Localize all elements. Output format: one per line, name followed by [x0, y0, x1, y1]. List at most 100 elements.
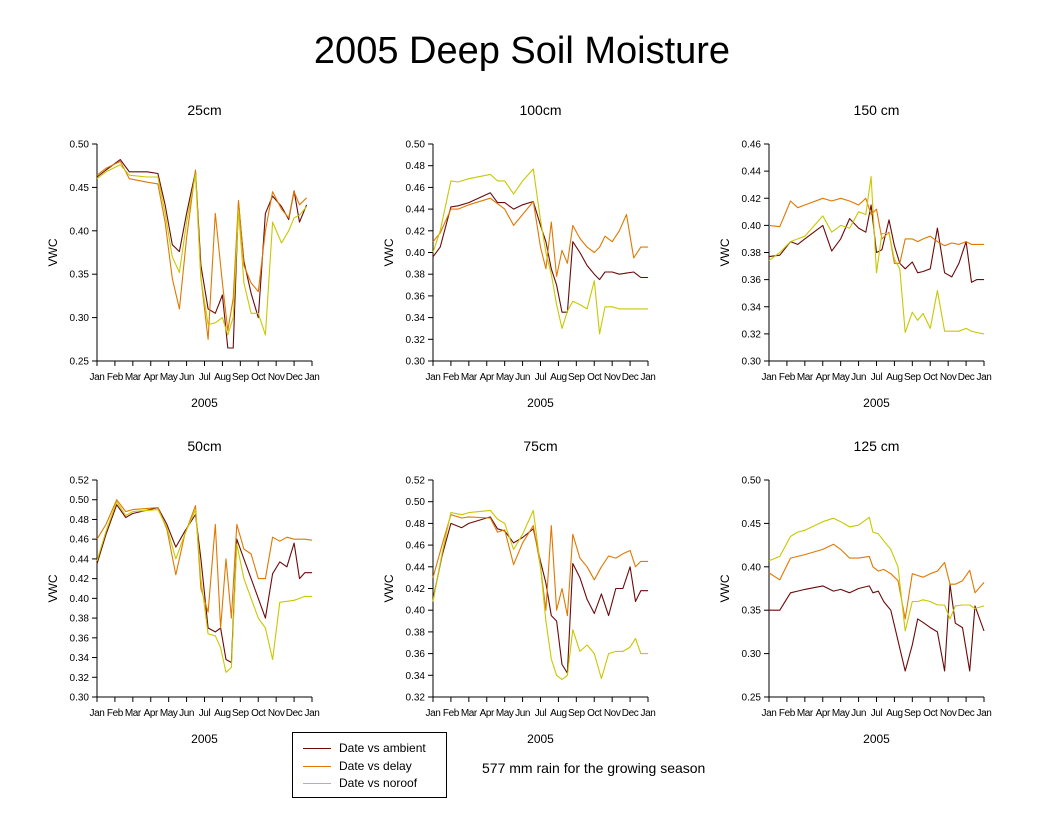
- series-line-delay: [96, 499, 313, 629]
- x-tick-label: Dec: [958, 708, 975, 719]
- x-tick-label: Jan: [977, 372, 992, 383]
- x-tick-label: Oct: [923, 708, 938, 719]
- x-tick-label: Mar: [797, 708, 814, 719]
- x-tick-label: Dec: [958, 372, 975, 383]
- y-tick-label: 0.38: [406, 627, 426, 638]
- x-tick-label: Dec: [286, 372, 303, 383]
- y-tick-label: 0.35: [70, 270, 90, 281]
- y-axis-label: VWC: [382, 574, 396, 602]
- x-tick-label: Mar: [461, 708, 478, 719]
- x-tick-label: Apr: [144, 372, 159, 383]
- y-tick-label: 0.30: [406, 357, 426, 368]
- series-line-ambient: [768, 204, 984, 283]
- y-tick-label: 0.25: [742, 693, 762, 704]
- x-axis-label: 2005: [527, 732, 554, 746]
- chart-title: 125 cm: [854, 438, 900, 454]
- x-tick-label: Jul: [871, 708, 883, 719]
- y-tick-label: 0.34: [406, 671, 426, 682]
- series-line-delay: [768, 543, 985, 620]
- x-tick-label: Jul: [871, 372, 883, 383]
- x-tick-label: Jun: [515, 708, 530, 719]
- series-line-noroof: [432, 168, 648, 335]
- x-tick-label: Jun: [179, 708, 194, 719]
- y-tick-label: 0.44: [70, 554, 90, 565]
- x-tick-label: Oct: [251, 372, 266, 383]
- y-tick-label: 0.32: [406, 335, 426, 346]
- y-tick-label: 0.50: [742, 476, 762, 487]
- y-tick-label: 0.46: [742, 140, 762, 151]
- x-tick-label: May: [832, 372, 850, 383]
- x-axis-label: 2005: [863, 732, 890, 746]
- y-axis-label: VWC: [718, 238, 732, 266]
- x-axis-label: 2005: [527, 396, 554, 410]
- legend-label-delay: Date vs delay: [339, 759, 412, 773]
- x-tick-label: Mar: [461, 372, 478, 383]
- y-tick-label: 0.35: [742, 606, 762, 617]
- x-tick-label: Aug: [550, 372, 567, 383]
- legend-swatch-noroof: [303, 783, 331, 785]
- series-line-noroof: [768, 516, 985, 632]
- x-tick-label: Nov: [604, 708, 621, 719]
- x-tick-label: Feb: [443, 708, 460, 719]
- chart-title: 150 cm: [854, 102, 900, 118]
- chart-panel-3: 150 cm 0.30 0.32 0.34 0.36 0.38 0.40 0.42 0.44 0.…: [718, 102, 992, 410]
- x-tick-label: Jan: [305, 708, 320, 719]
- y-tick-label: 0.44: [406, 562, 426, 573]
- x-tick-label: Feb: [443, 372, 460, 383]
- x-tick-label: Sep: [232, 708, 249, 719]
- legend: Date vs ambient Date vs delay Date vs no…: [292, 732, 447, 798]
- x-tick-label: Jun: [851, 708, 866, 719]
- x-tick-label: Sep: [568, 708, 585, 719]
- y-tick-label: 0.52: [406, 476, 426, 487]
- y-axis-label: VWC: [382, 238, 396, 266]
- x-tick-label: Jan: [641, 372, 656, 383]
- x-tick-label: May: [160, 708, 178, 719]
- x-tick-label: Mar: [125, 708, 142, 719]
- y-tick-label: 0.34: [70, 653, 90, 664]
- y-tick-label: 0.40: [70, 226, 90, 237]
- y-tick-label: 0.34: [742, 302, 762, 313]
- x-tick-label: Jul: [535, 708, 547, 719]
- y-tick-label: 0.30: [742, 357, 762, 368]
- x-axis-label: 2005: [191, 396, 218, 410]
- x-tick-label: Oct: [251, 708, 266, 719]
- y-tick-label: 0.42: [70, 574, 90, 585]
- y-tick-label: 0.38: [742, 248, 762, 259]
- y-tick-label: 0.46: [70, 535, 90, 546]
- y-tick-label: 0.32: [742, 329, 762, 340]
- x-tick-label: May: [496, 372, 514, 383]
- x-tick-label: Jan: [90, 708, 105, 719]
- x-tick-label: Aug: [886, 372, 903, 383]
- y-tick-label: 0.32: [70, 673, 90, 684]
- chart-title: 100cm: [519, 102, 561, 118]
- x-tick-label: May: [160, 372, 178, 383]
- y-tick-label: 0.48: [406, 161, 426, 172]
- y-tick-label: 0.50: [406, 497, 426, 508]
- x-axis-label: 2005: [863, 396, 890, 410]
- y-tick-label: 0.52: [70, 476, 90, 487]
- series-line-noroof: [768, 176, 985, 335]
- x-tick-label: Jan: [762, 708, 777, 719]
- y-tick-label: 0.30: [70, 693, 90, 704]
- x-tick-label: Jan: [641, 708, 656, 719]
- chart-title: 50cm: [187, 438, 221, 454]
- x-tick-label: Jan: [426, 372, 441, 383]
- y-tick-label: 0.25: [70, 357, 90, 368]
- x-tick-label: Oct: [923, 372, 938, 383]
- x-tick-label: Feb: [107, 708, 124, 719]
- x-tick-label: Aug: [550, 708, 567, 719]
- x-tick-label: Jul: [199, 372, 211, 383]
- x-tick-label: May: [832, 708, 850, 719]
- legend-swatch-ambient: [303, 748, 331, 750]
- y-tick-label: 0.40: [406, 606, 426, 617]
- x-tick-label: Apr: [480, 372, 495, 383]
- x-tick-label: Jul: [535, 372, 547, 383]
- y-tick-label: 0.30: [742, 649, 762, 660]
- y-tick-label: 0.45: [70, 183, 90, 194]
- y-tick-label: 0.46: [406, 183, 426, 194]
- y-tick-label: 0.36: [406, 649, 426, 660]
- series-line-ambient: [432, 516, 648, 674]
- x-tick-label: Sep: [904, 372, 921, 383]
- x-tick-label: Jul: [199, 708, 211, 719]
- y-tick-label: 0.34: [406, 313, 426, 324]
